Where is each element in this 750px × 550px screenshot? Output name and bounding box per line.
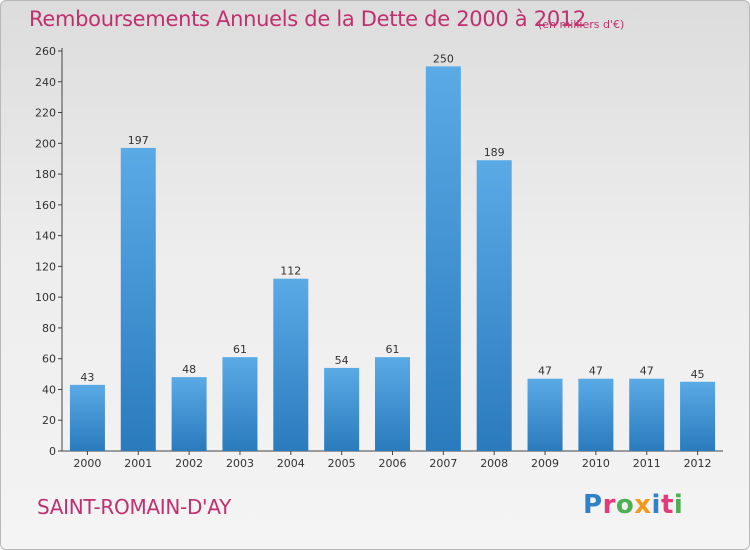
bar — [171, 377, 207, 451]
y-tick-label: 220 — [35, 107, 56, 120]
bar-value-label: 47 — [589, 365, 603, 378]
bar-value-label: 47 — [640, 365, 654, 378]
y-tick-label: 240 — [35, 76, 56, 89]
bar — [476, 160, 512, 451]
bar — [425, 66, 461, 451]
bar-layer: 43 197 48 61 112 54 61 250 189 47 47 47 45 — [69, 52, 716, 451]
bar — [324, 367, 360, 451]
commune-name: SAINT-ROMAIN-D'AY — [37, 495, 232, 519]
x-tick-label: 2008 — [480, 457, 508, 470]
x-tick-label: 2004 — [277, 457, 305, 470]
chart-unit: (en milliers d'€) — [538, 18, 625, 31]
y-tick-label: 100 — [35, 291, 56, 304]
bar-value-label: 112 — [280, 265, 301, 278]
x-tick-label: 2010 — [582, 457, 610, 470]
y-tick-label: 200 — [35, 137, 56, 150]
y-tick-label: 260 — [35, 45, 56, 58]
bar — [527, 378, 563, 451]
y-tick-label: 180 — [35, 168, 56, 181]
logo-letter: P — [583, 490, 603, 520]
x-tick-label: 2006 — [379, 457, 407, 470]
bar-value-label: 45 — [691, 368, 705, 381]
bar-value-label: 48 — [182, 363, 196, 376]
bar — [680, 381, 716, 451]
bar-value-label: 189 — [484, 146, 505, 159]
x-tick-label: 2012 — [684, 457, 712, 470]
bar-value-label: 54 — [335, 354, 349, 367]
bar-value-label: 197 — [128, 134, 149, 147]
bar — [222, 357, 258, 451]
y-tick-label: 140 — [35, 230, 56, 243]
x-tick-label: 2007 — [429, 457, 457, 470]
bar — [578, 378, 614, 451]
logo-letter: i — [673, 490, 684, 520]
y-tick-label: 120 — [35, 260, 56, 273]
y-tick-label: 40 — [42, 383, 56, 396]
bar — [629, 378, 665, 451]
proxiti-logo: Proxiti — [583, 490, 683, 520]
x-tick-label: 2005 — [328, 457, 356, 470]
y-tick-label: 160 — [35, 199, 56, 212]
logo-letter: x — [634, 490, 652, 520]
logo-letter: o — [615, 490, 635, 520]
logo-letter: t — [660, 490, 674, 520]
y-tick-label: 20 — [42, 414, 56, 427]
y-tick-label: 0 — [49, 445, 56, 458]
chart-title: Remboursements Annuels de la Dette de 20… — [29, 7, 586, 31]
logo-letter: r — [602, 490, 616, 520]
y-tick-label: 80 — [42, 322, 56, 335]
x-tick-label: 2000 — [73, 457, 101, 470]
x-tick-label: 2002 — [175, 457, 203, 470]
x-tick-label: 2003 — [226, 457, 254, 470]
x-tick-label: 2001 — [124, 457, 152, 470]
x-tick-label: 2009 — [531, 457, 559, 470]
axis-layer: 0 20 40 60 80 100 120 140 160 180 200 220 240 260 2000… — [35, 45, 723, 470]
bar — [69, 384, 105, 451]
bar-value-label: 61 — [233, 343, 247, 356]
bar-value-label: 47 — [538, 365, 552, 378]
bar — [375, 357, 410, 451]
bar-value-label: 61 — [386, 343, 400, 356]
bar — [273, 278, 309, 451]
logo-letter: i — [651, 490, 661, 520]
bar — [120, 147, 156, 451]
bar-value-label: 250 — [433, 52, 454, 65]
y-tick-label: 60 — [42, 353, 56, 366]
bar-value-label: 43 — [80, 371, 94, 384]
x-tick-label: 2011 — [633, 457, 661, 470]
